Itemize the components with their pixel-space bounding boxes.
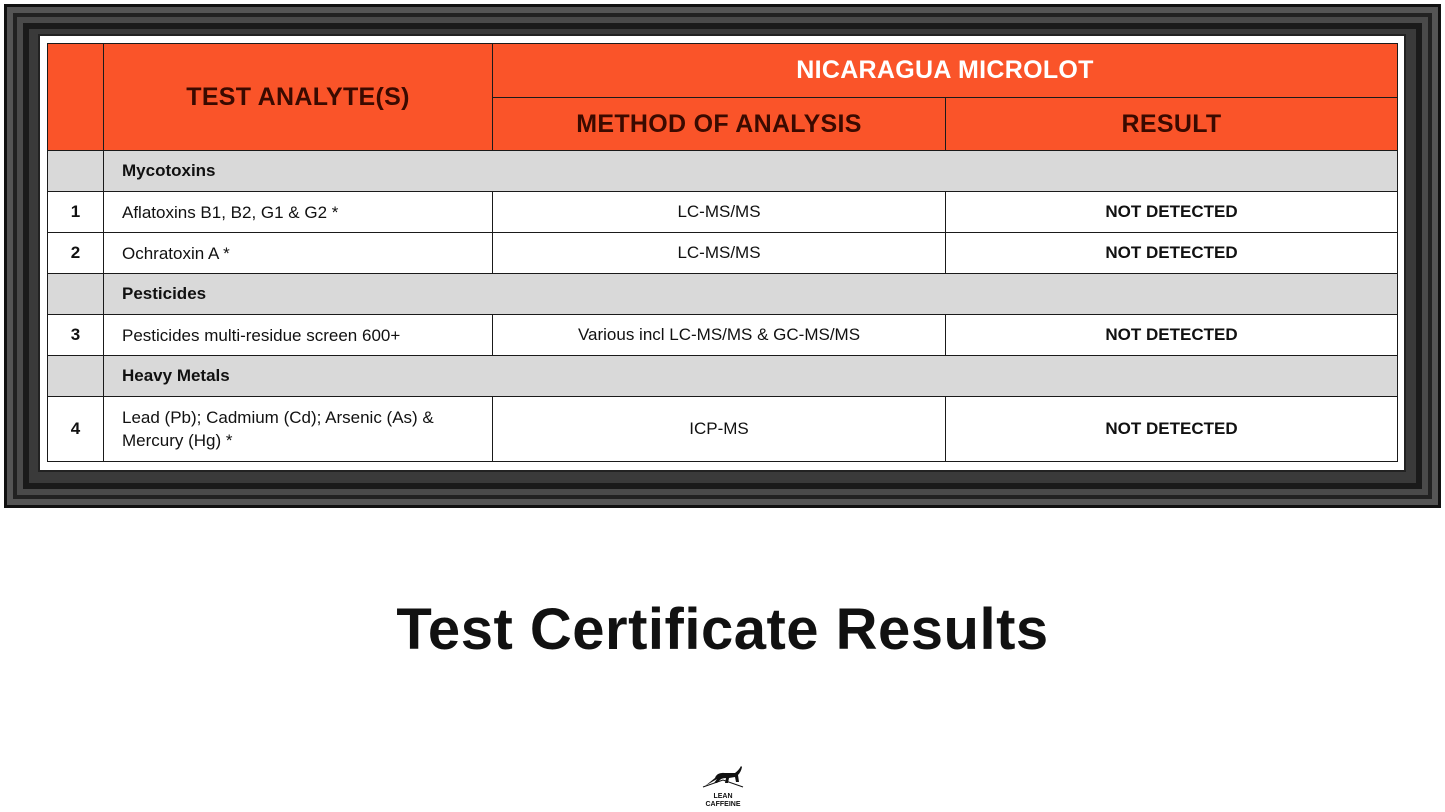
- row-analyte: Pesticides multi-residue screen 600+: [103, 314, 493, 356]
- panther-icon: [702, 766, 744, 788]
- row-analyte: Aflatoxins B1, B2, G1 & G2 *: [103, 191, 493, 233]
- row-analyte: Ochratoxin A *: [103, 232, 493, 274]
- row-num: 1: [47, 191, 104, 233]
- row-result: NOT DETECTED: [944, 191, 1399, 233]
- logo-line2: CAFFEINE: [705, 801, 741, 808]
- row-num: 2: [47, 232, 104, 274]
- row-result: NOT DETECTED: [944, 232, 1399, 274]
- header-result: RESULT: [944, 97, 1399, 151]
- header-group: NICARAGUA MICROLOT: [491, 43, 1399, 98]
- category-row: Mycotoxins: [47, 150, 1399, 192]
- header-analyte: TEST ANALYTE(S): [103, 43, 493, 151]
- lean-caffeine-logo: LEAN CAFFEINE: [698, 764, 748, 810]
- row-num: 3: [47, 314, 104, 356]
- category-row: Pesticides: [47, 273, 1399, 315]
- row-method: LC-MS/MS: [492, 191, 946, 233]
- header-num: [47, 43, 104, 151]
- table-row: 1 Aflatoxins B1, B2, G1 & G2 * LC-MS/MS NOT…: [47, 191, 1399, 233]
- category-row: Heavy Metals: [47, 355, 1399, 397]
- row-result: NOT DETECTED: [944, 314, 1399, 356]
- row-method: ICP-MS: [492, 396, 946, 462]
- category-label: Mycotoxins: [102, 150, 1399, 192]
- header-method: METHOD OF ANALYSIS: [492, 97, 946, 151]
- table-row: 4 Lead (Pb); Cadmium (Cd); Arsenic (As) &…: [47, 396, 1399, 462]
- logo-line1: LEAN: [713, 793, 733, 800]
- row-result: NOT DETECTED: [944, 396, 1399, 462]
- row-method: Various incl LC-MS/MS & GC-MS/MS: [492, 314, 946, 356]
- category-label: Pesticides: [102, 273, 1399, 315]
- table-row: 2 Ochratoxin A * LC-MS/MS NOT DETECTED: [47, 232, 1399, 274]
- table-row: 3 Pesticides multi-residue screen 600+ Var…: [47, 314, 1399, 356]
- row-num: 4: [47, 396, 104, 462]
- category-label: Heavy Metals: [102, 355, 1399, 397]
- page-title: Test Certificate Results: [396, 597, 1049, 662]
- test-results-table: TEST ANALYTE(S) NICARAGUA MICROLOT METHO…: [47, 43, 1399, 462]
- row-analyte: Lead (Pb); Cadmium (Cd); Arsenic (As) & …: [103, 396, 493, 462]
- row-method: LC-MS/MS: [492, 232, 946, 274]
